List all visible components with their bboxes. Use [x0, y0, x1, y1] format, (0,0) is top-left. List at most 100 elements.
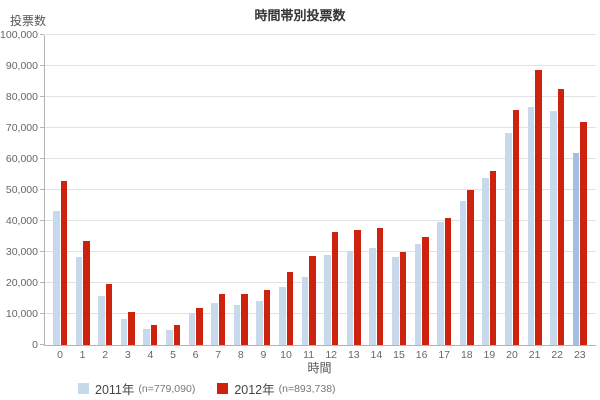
- bar-2012-hour-7[interactable]: [218, 294, 226, 345]
- y-tick-label: 70,000: [5, 122, 38, 134]
- bar-2012-hour-5[interactable]: [173, 325, 180, 345]
- bar-2011-hour-5[interactable]: [166, 330, 173, 345]
- bar-2011-hour-23[interactable]: [572, 153, 580, 345]
- gridline: [45, 220, 596, 221]
- legend-n-2011: (n=779,090): [138, 382, 196, 395]
- x-tick-label: 19: [483, 349, 496, 361]
- bar-2011-hour-8[interactable]: [233, 305, 241, 345]
- x-tick-label: 18: [460, 349, 473, 361]
- bar-2011-hour-12[interactable]: [324, 255, 331, 345]
- bar-2011-hour-11[interactable]: [301, 277, 309, 345]
- x-tick-label: 23: [573, 349, 586, 361]
- bar-2012-hour-12[interactable]: [331, 232, 339, 345]
- x-tick-label: 12: [325, 349, 338, 361]
- y-tick-label: 80,000: [5, 91, 38, 103]
- bar-2012-hour-18[interactable]: [467, 190, 474, 345]
- gridline: [45, 34, 596, 35]
- legend-item-2012[interactable]: 2012年 (n=893,738): [217, 379, 336, 398]
- gridline: [45, 96, 596, 97]
- x-tick-label: 1: [79, 349, 86, 361]
- bar-2012-hour-15[interactable]: [399, 252, 406, 345]
- legend-marker-2012: [217, 383, 229, 394]
- y-axis-tick: [40, 313, 44, 314]
- legend-label-2011: 2011年: [95, 383, 135, 397]
- y-axis-tick: [40, 189, 44, 190]
- bar-2012-hour-8[interactable]: [241, 294, 248, 345]
- bar-2011-hour-4[interactable]: [143, 329, 150, 345]
- bar-2011-hour-22[interactable]: [550, 111, 557, 345]
- x-tick-label: 13: [347, 349, 360, 361]
- x-tick-label: 7: [215, 349, 222, 361]
- x-tick-label: 5: [170, 349, 176, 361]
- bar-2011-hour-14[interactable]: [369, 248, 376, 345]
- y-tick-label: 40,000: [5, 215, 38, 227]
- bar-2011-hour-13[interactable]: [346, 251, 354, 345]
- bar-2011-hour-21[interactable]: [527, 107, 535, 345]
- bar-2012-hour-21[interactable]: [535, 70, 542, 345]
- x-tick-label: 2: [102, 349, 109, 361]
- x-tick-label: 3: [124, 349, 131, 361]
- y-axis-tick: [40, 127, 44, 128]
- bar-2011-hour-10[interactable]: [279, 287, 286, 345]
- bar-2012-hour-3[interactable]: [128, 312, 135, 345]
- bar-2011-hour-15[interactable]: [392, 257, 399, 345]
- bar-2012-hour-0[interactable]: [60, 181, 67, 345]
- bar-2012-hour-23[interactable]: [580, 122, 587, 345]
- bar-2011-hour-20[interactable]: [505, 133, 512, 345]
- x-tick-label: 9: [260, 349, 267, 361]
- x-tick-label: 6: [192, 349, 199, 361]
- gridline: [45, 251, 596, 252]
- y-axis-tick: [40, 96, 44, 97]
- bar-2011-hour-17[interactable]: [437, 222, 444, 345]
- y-tick-label: 0: [32, 339, 38, 351]
- bar-2012-hour-16[interactable]: [422, 237, 429, 345]
- x-tick-label: 15: [393, 349, 405, 361]
- bar-2012-hour-9[interactable]: [263, 290, 271, 345]
- bar-2012-hour-14[interactable]: [376, 228, 384, 345]
- y-tick-label: 100,000: [0, 29, 38, 41]
- bar-2011-hour-7[interactable]: [211, 303, 218, 345]
- y-tick-label: 50,000: [5, 184, 38, 196]
- bar-2012-hour-11[interactable]: [309, 256, 316, 345]
- y-tick-label: 30,000: [5, 246, 38, 258]
- bar-2011-hour-19[interactable]: [482, 178, 489, 345]
- gridline: [45, 313, 596, 314]
- bar-2012-hour-6[interactable]: [196, 308, 203, 345]
- gridline: [45, 158, 596, 159]
- x-tick-label: 17: [438, 349, 451, 361]
- bar-2012-hour-13[interactable]: [354, 230, 361, 345]
- bar-2012-hour-4[interactable]: [150, 325, 158, 345]
- bar-2011-hour-0[interactable]: [53, 211, 60, 345]
- bar-2012-hour-19[interactable]: [489, 171, 497, 345]
- legend-n-2012: (n=893,738): [278, 382, 336, 395]
- bar-2012-hour-20[interactable]: [512, 110, 519, 345]
- x-tick-label: 14: [370, 349, 383, 361]
- bar-2012-hour-17[interactable]: [444, 218, 452, 345]
- y-axis-tick: [40, 220, 44, 221]
- bar-2011-hour-6[interactable]: [188, 313, 196, 345]
- x-tick-label: 20: [506, 349, 518, 361]
- x-axis-title: 時間: [307, 361, 332, 375]
- gridline: [45, 65, 596, 66]
- bar-2012-hour-2[interactable]: [105, 284, 113, 345]
- bar-2012-hour-22[interactable]: [557, 89, 565, 345]
- bar-2011-hour-3[interactable]: [120, 319, 128, 345]
- gridline: [45, 282, 596, 283]
- x-tick-label: 21: [528, 349, 541, 361]
- x-tick-label: 22: [551, 349, 564, 361]
- x-tick-label: 0: [57, 349, 63, 361]
- bar-2011-hour-1[interactable]: [75, 257, 83, 345]
- y-tick-label: 90,000: [5, 60, 38, 72]
- x-tick-label: 10: [280, 349, 292, 361]
- x-tick-label: 8: [237, 349, 244, 361]
- bar-2011-hour-16[interactable]: [414, 244, 422, 345]
- legend-item-2011[interactable]: 2011年 (n=779,090): [78, 379, 195, 398]
- bar-2011-hour-9[interactable]: [256, 301, 263, 345]
- y-axis-tick: [40, 344, 44, 345]
- bar-2011-hour-2[interactable]: [98, 296, 105, 345]
- bar-2012-hour-10[interactable]: [286, 272, 293, 345]
- bar-2012-hour-1[interactable]: [83, 241, 90, 345]
- x-tick-label: 4: [147, 349, 154, 361]
- gridline: [45, 189, 596, 190]
- bar-2011-hour-18[interactable]: [459, 201, 467, 345]
